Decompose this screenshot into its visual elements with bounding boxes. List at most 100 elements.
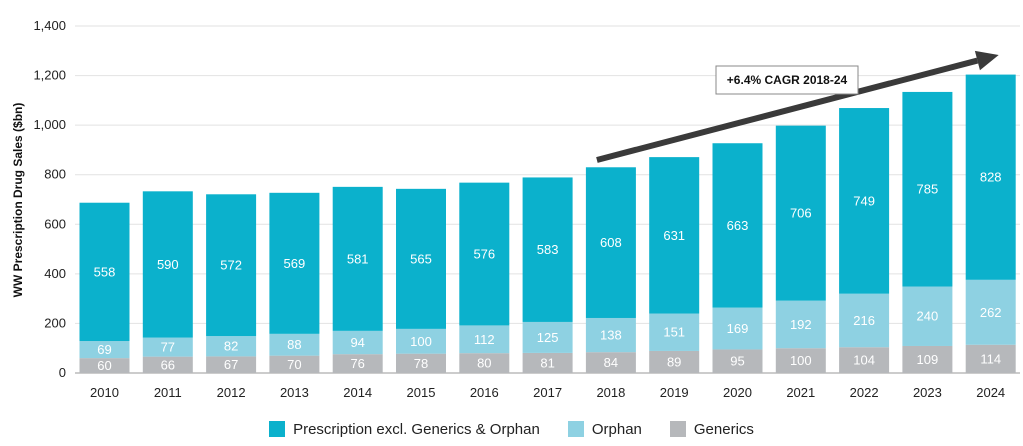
- bar-segment-generics: [775, 348, 826, 373]
- bar-segment-prescription: [585, 167, 636, 318]
- bar-segment-generics: [142, 356, 193, 373]
- bar-segment-generics: [396, 353, 446, 373]
- data-label-orphan: 69: [97, 342, 111, 357]
- data-label-prescription: 569: [284, 256, 306, 271]
- data-label-prescription: 608: [600, 235, 622, 250]
- y-tick-label: 0: [59, 365, 66, 380]
- y-tick-label: 200: [44, 315, 66, 330]
- y-tick-label: 1,000: [33, 117, 66, 132]
- data-label-generics: 114: [980, 351, 1001, 366]
- data-label-generics: 78: [414, 356, 428, 371]
- cagr-label: +6.4% CAGR 2018-24: [727, 73, 848, 87]
- y-axis-label: WW Prescription Drug Sales ($bn): [11, 103, 25, 298]
- bar-segment-orphan: [79, 341, 130, 359]
- bar-segment-orphan: [459, 325, 510, 354]
- x-tick-label: 2022: [850, 385, 879, 400]
- legend-item-prescription: Prescription excl. Generics & Orphan: [269, 421, 540, 438]
- x-tick-label: 2023: [913, 385, 942, 400]
- cagr-annotation: +6.4% CAGR 2018-24: [596, 50, 999, 163]
- bar-segment-orphan: [522, 321, 573, 353]
- x-tick-label: 2011: [154, 385, 182, 400]
- bar-segment-prescription: [965, 74, 1016, 280]
- data-label-generics: 109: [917, 352, 939, 367]
- data-label-generics: 81: [540, 355, 554, 370]
- data-label-prescription: 706: [790, 206, 812, 221]
- x-tick-label: 2017: [533, 385, 562, 400]
- x-axis-ticks: 2010 2011 2012 2013 2014 2015 2016 2017 2018 2019…: [90, 385, 1005, 400]
- bar-segment-generics: [965, 344, 1016, 373]
- bar-segment-generics: [585, 352, 636, 373]
- data-label-orphan: 192: [790, 317, 812, 332]
- bar-segment-generics: [649, 350, 700, 373]
- bar-segment-orphan: [649, 313, 700, 351]
- cagr-arrow: [596, 57, 979, 163]
- data-label-generics: 60: [97, 358, 111, 373]
- data-label-orphan: 125: [537, 330, 559, 345]
- data-label-prescription: 785: [917, 182, 939, 197]
- data-label-orphan: 112: [474, 332, 495, 347]
- legend-label-generics: Generics: [693, 420, 754, 438]
- bar-segment-generics: [332, 354, 383, 373]
- bar-segment-generics: [839, 347, 890, 373]
- data-label-generics: 95: [730, 354, 744, 369]
- data-label-prescription: 749: [853, 193, 875, 208]
- data-label-orphan: 216: [853, 313, 875, 328]
- data-label-prescription: 581: [347, 251, 369, 266]
- data-label-generics: 67: [224, 357, 238, 372]
- x-tick-label: 2012: [217, 385, 246, 400]
- y-tick-label: 400: [44, 266, 66, 281]
- bar-segment-orphan: [775, 300, 826, 349]
- legend-item-generics: Generics: [669, 420, 754, 438]
- bar-segment-prescription: [79, 202, 130, 342]
- y-tick-label: 1,200: [33, 68, 66, 83]
- x-tick-label: 2010: [90, 385, 119, 400]
- x-tick-label: 2018: [596, 385, 625, 400]
- bar-segment-prescription: [332, 186, 383, 331]
- data-label-prescription: 590: [157, 257, 179, 272]
- cagr-arrow-head: [974, 50, 999, 71]
- bar-segment-prescription: [459, 182, 510, 326]
- data-label-prescription: 828: [980, 170, 1002, 185]
- data-label-generics: 104: [853, 353, 875, 368]
- y-tick-label: 600: [44, 216, 66, 231]
- bar-segment-generics: [522, 352, 573, 373]
- x-tick-label: 2019: [660, 385, 689, 400]
- data-label-prescription: 576: [473, 247, 495, 262]
- bar-segment-orphan: [965, 279, 1016, 345]
- bar-segment-prescription: [269, 192, 320, 334]
- bar-segment-generics: [902, 345, 953, 373]
- legend-swatch-orphan: [567, 421, 584, 437]
- data-label-prescription: 565: [410, 251, 432, 266]
- bar-segment-generics: [712, 349, 763, 373]
- x-tick-label: 2021: [786, 385, 815, 400]
- data-label-orphan: 151: [663, 325, 685, 340]
- y-axis-ticks: 0 200 400 600 800 1,000 1,200 1,400: [33, 18, 66, 380]
- cagr-box: [715, 65, 859, 95]
- bar-segment-prescription: [712, 143, 763, 308]
- bar-segment-generics: [79, 358, 130, 373]
- x-tick-label: 2014: [343, 385, 372, 400]
- bar-segment-generics: [459, 353, 510, 373]
- bar-segment-prescription: [902, 91, 953, 287]
- data-label-prescription: 631: [663, 228, 685, 243]
- legend-swatch-prescription: [269, 421, 286, 437]
- data-label-prescription: 572: [220, 258, 242, 273]
- data-label-orphan: 82: [224, 339, 238, 354]
- y-tick-label: 1,400: [33, 18, 66, 33]
- bar-segment-prescription: [522, 177, 573, 322]
- data-label-orphan: 262: [980, 305, 1002, 320]
- data-label-generics: 76: [350, 356, 364, 371]
- bar-segment-orphan: [839, 293, 890, 348]
- bar-segment-prescription: [142, 191, 193, 338]
- bar-segment-orphan: [206, 336, 257, 357]
- data-label-generics: 89: [667, 354, 681, 369]
- bar-segment-orphan: [396, 328, 446, 354]
- x-tick-label: 2015: [407, 385, 436, 400]
- bar-segment-prescription: [396, 188, 446, 329]
- x-tick-label: 2013: [280, 385, 309, 400]
- bar-segment-prescription: [839, 108, 890, 294]
- data-label-generics: 84: [604, 355, 618, 370]
- bar-segment-prescription: [775, 125, 826, 301]
- bar-segment-generics: [269, 355, 320, 373]
